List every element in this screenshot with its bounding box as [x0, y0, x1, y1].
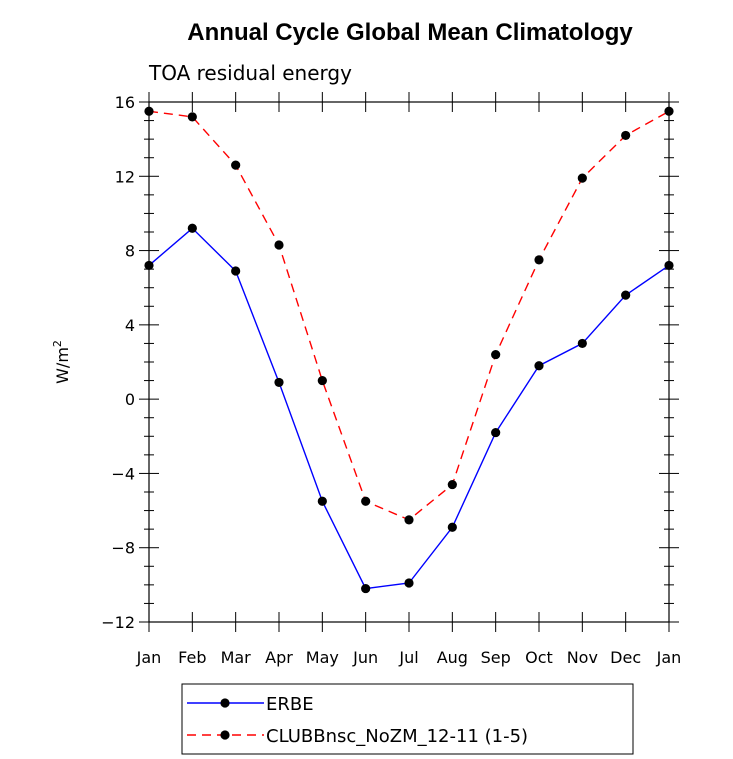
series-point-erbe	[231, 266, 241, 276]
y-tick-label: 8	[125, 242, 135, 261]
series-layer	[144, 106, 674, 594]
x-tick-label: Dec	[610, 648, 641, 667]
x-tick-label: Jan	[136, 648, 162, 667]
series-line-clubb	[148, 110, 670, 521]
y-axis-label-text: W/m	[53, 347, 72, 384]
x-tick-label: May	[306, 648, 339, 667]
legend-marker	[220, 698, 230, 708]
series-point-erbe	[361, 583, 371, 594]
series-point-erbe	[187, 223, 197, 233]
chart-title: Annual Cycle Global Mean Climatology	[187, 19, 633, 46]
legend-marker	[220, 730, 230, 740]
x-tick-label: Jan	[656, 648, 682, 667]
x-tick-label: Oct	[525, 648, 553, 667]
series-point-clubb	[664, 106, 674, 116]
y-tick-label: 16	[115, 93, 135, 112]
x-tick-label: Mar	[221, 648, 252, 667]
series-point-erbe	[621, 290, 631, 300]
series-point-erbe	[404, 578, 414, 588]
y-tick-label: 4	[125, 316, 135, 335]
series-point-clubb	[361, 496, 371, 506]
y-tick-label: −4	[111, 464, 135, 483]
series-point-clubb	[491, 349, 501, 360]
series-point-clubb	[187, 112, 197, 122]
series-point-clubb	[534, 255, 544, 265]
series-point-erbe	[447, 522, 457, 532]
x-tick-label: Jun	[352, 648, 378, 667]
series-point-clubb	[317, 375, 327, 386]
series-point-clubb	[621, 130, 631, 141]
series-point-clubb	[274, 240, 284, 250]
x-tick-label: Nov	[567, 648, 598, 667]
series-point-erbe	[664, 260, 674, 271]
y-axis-label: W/m2	[51, 340, 72, 384]
series-point-erbe	[534, 361, 544, 371]
y-tick-label: 0	[125, 390, 135, 409]
y-tick-label: −8	[111, 539, 135, 558]
x-tick-label: Aug	[437, 648, 468, 667]
y-axis-label-superscript: 2	[51, 340, 64, 347]
series-line-erbe	[148, 227, 670, 590]
x-tick-label: Sep	[481, 648, 511, 667]
x-tick-label: Apr	[265, 648, 293, 667]
y-tick-label: 12	[115, 167, 135, 186]
x-axis-ticks: Jan Feb Mar Apr May Jun Jul Aug Sep Oct Nov Dec Jan	[136, 92, 682, 667]
y-tick-label: −12	[101, 613, 135, 632]
y-axis-ticks: −12 −8 −4 0 4 8 12 16	[101, 93, 679, 632]
legend-label: CLUBBnsc_NoZM_12-11 (1-5)	[266, 726, 528, 747]
x-tick-label: Jul	[398, 648, 418, 667]
chart-subtitle: TOA residual energy	[148, 61, 352, 85]
plot-frame	[148, 101, 670, 623]
series-point-erbe	[491, 427, 501, 438]
series-point-clubb	[404, 515, 414, 525]
series-point-clubb	[577, 173, 587, 183]
series-point-erbe	[317, 496, 327, 506]
series-point-clubb	[447, 479, 457, 490]
legend-box	[181, 683, 634, 755]
x-tick-label: Feb	[178, 648, 206, 667]
series-point-erbe	[144, 260, 154, 271]
legend-label: ERBE	[266, 694, 314, 715]
series-point-erbe	[274, 377, 284, 388]
series-point-clubb	[144, 106, 154, 116]
legend: ERBE CLUBBnsc_NoZM_12-11 (1-5)	[187, 694, 528, 747]
series-point-erbe	[577, 338, 587, 349]
series-point-clubb	[231, 160, 241, 170]
